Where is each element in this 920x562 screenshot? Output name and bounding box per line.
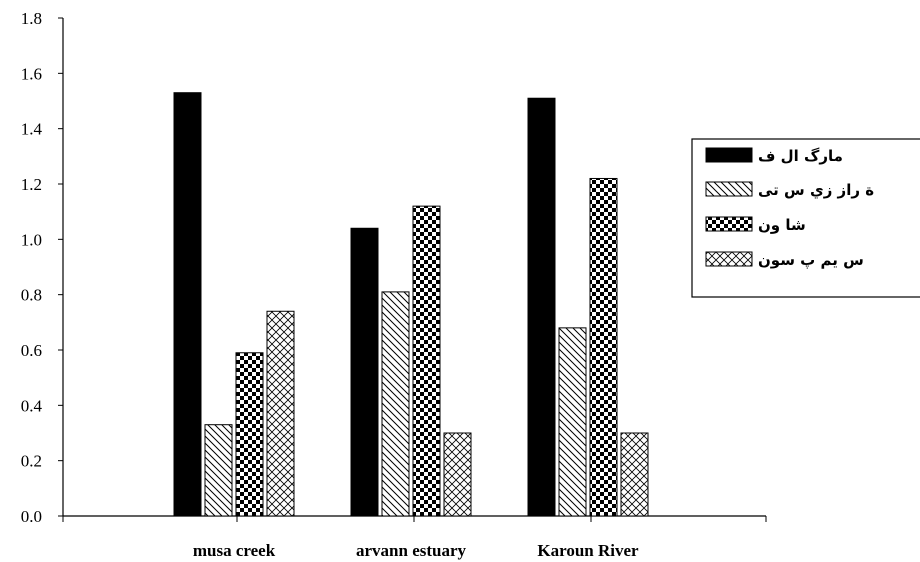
category-label: Karoun River [537, 541, 639, 560]
bar-karoun-river-series-1 [527, 97, 556, 517]
y-tick-label: 1.6 [21, 64, 42, 83]
bar-musa-creek-series-2 [204, 424, 233, 517]
y-tick-label: 0.6 [21, 341, 42, 360]
bar-musa-creek-series-4 [266, 310, 295, 517]
y-axis-ticks: 0.0 0.2 0.4 0.6 0.8 1.0 1.2 1.4 1.6 1.8 [21, 9, 63, 526]
category-labels: musa creek arvann estuary Karoun River [193, 541, 639, 560]
y-tick-label: 0.4 [21, 396, 43, 415]
y-tick-label: 1.2 [21, 175, 42, 194]
y-tick-label: 1.4 [21, 120, 43, 139]
legend: مارگ ال ف ة راز زي س تی شا ون س يم پ سون [691, 138, 920, 298]
bar-series-group [173, 92, 649, 517]
bar-arvann-estuary-series-3 [412, 205, 441, 517]
legend-label: ة راز زي س تی [758, 181, 874, 200]
category-label: musa creek [193, 541, 276, 560]
y-tick-label: 0.2 [21, 452, 42, 471]
bar-karoun-river-series-3 [589, 177, 618, 517]
bar-musa-creek-series-1 [173, 92, 202, 517]
legend-label: مارگ ال ف [758, 147, 843, 165]
legend-label: س يم پ سون [758, 251, 864, 269]
bar-karoun-river-series-2 [558, 327, 587, 517]
legend-swatch [705, 181, 753, 197]
x-axis-ticks [62, 516, 767, 522]
y-tick-label: 1.8 [21, 9, 42, 28]
y-tick-label: 1.0 [21, 230, 42, 249]
bar-arvann-estuary-series-1 [350, 227, 379, 517]
category-label: arvann estuary [356, 541, 467, 560]
y-tick-label: 0.0 [21, 507, 42, 526]
y-tick-label: 0.8 [21, 286, 42, 305]
bar-musa-creek-series-3 [235, 352, 264, 517]
legend-swatch [705, 147, 753, 163]
legend-swatch [705, 251, 753, 267]
legend-swatch [705, 216, 753, 232]
legend-label: شا ون [758, 216, 806, 234]
bar-karoun-river-series-4 [620, 432, 649, 517]
bar-arvann-estuary-series-2 [381, 291, 410, 517]
bar-arvann-estuary-series-4 [443, 432, 472, 517]
